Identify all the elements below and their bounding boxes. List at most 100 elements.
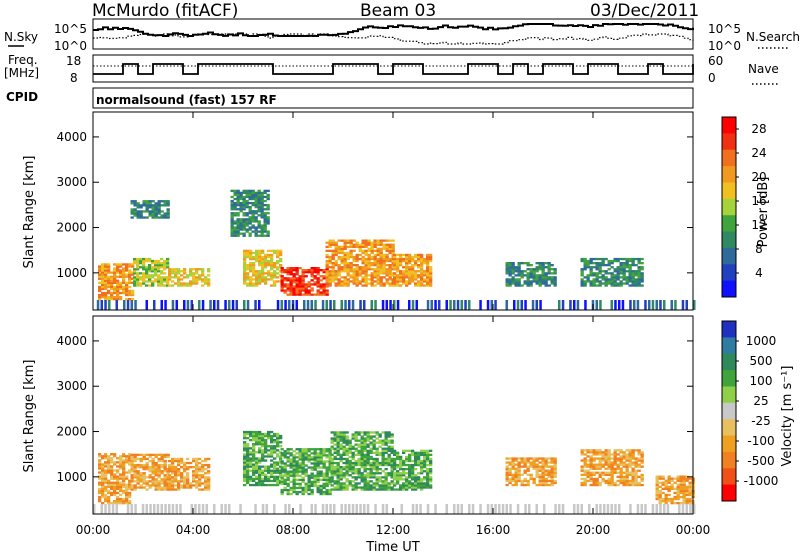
- velocity-cell: [396, 466, 400, 469]
- velocity-cell: [369, 484, 373, 487]
- power-cell: [295, 269, 299, 272]
- power-cell: [168, 276, 172, 279]
- power-cell: [148, 280, 152, 283]
- velocity-cell: [622, 481, 626, 485]
- power-cell: [334, 278, 338, 281]
- power-cell: [107, 269, 111, 272]
- power-cell: [195, 276, 199, 279]
- velocity-cell: [619, 473, 623, 476]
- velocity-cell: [98, 459, 102, 462]
- power-cell: [595, 264, 599, 267]
- velocity-cell: [535, 465, 539, 468]
- power-colorbar-segment: [722, 117, 736, 134]
- nsky-line: [93, 23, 694, 37]
- power-cell: [379, 284, 383, 287]
- power-cell: [553, 284, 557, 287]
- velocity-cell: [151, 482, 155, 485]
- velocity-cell: [616, 463, 620, 466]
- velocity-cell: [342, 476, 346, 479]
- power-cell: [251, 204, 255, 207]
- velocity-cell: [351, 468, 355, 471]
- power-cell: [246, 282, 250, 285]
- power-cell: [166, 204, 170, 207]
- power-cell: [283, 277, 287, 280]
- velocity-cell: [613, 469, 617, 472]
- velocity-cell: [348, 459, 352, 463]
- power-cell: [382, 282, 386, 285]
- velocity-cell: [381, 461, 385, 465]
- power-cell: [154, 266, 158, 269]
- power-cell: [289, 267, 293, 270]
- power-cell: [346, 241, 350, 244]
- velocity-cell: [360, 461, 364, 465]
- power-cell: [423, 257, 427, 261]
- power-colorbar-tick-label: 12: [751, 218, 766, 232]
- power-cell: [298, 281, 302, 284]
- power-cell: [236, 195, 240, 199]
- velocity-cell: [148, 486, 152, 489]
- velocity-cell: [505, 483, 509, 487]
- velocity-cell: [148, 484, 152, 487]
- power-cell: [254, 218, 258, 221]
- velocity-cell: [319, 488, 323, 492]
- power-cell: [131, 298, 135, 301]
- velocity-cell: [110, 473, 114, 476]
- velocity-cell: [667, 485, 671, 488]
- power-cell: [640, 262, 644, 265]
- power-cell: [604, 272, 608, 275]
- power-cell: [270, 255, 274, 259]
- power-cell: [382, 270, 386, 273]
- velocity-cell: [328, 464, 332, 467]
- velocity-cell: [375, 437, 379, 440]
- velocity-cell: [655, 493, 659, 497]
- power-cell: [376, 251, 380, 255]
- power-cell: [157, 268, 161, 271]
- power-cell: [264, 280, 268, 283]
- velocity-cell: [246, 481, 250, 485]
- velocity-cell: [667, 475, 671, 478]
- velocity-colorbar-segment: [722, 435, 736, 453]
- velocity-cell: [322, 474, 326, 477]
- velocity-cell: [160, 486, 164, 489]
- power-cell: [183, 268, 187, 271]
- power-cell: [242, 189, 246, 192]
- velocity-cell: [295, 466, 299, 469]
- velocity-cell: [267, 453, 271, 456]
- velocity-cell: [207, 476, 211, 479]
- velocity-cell: [673, 477, 677, 480]
- power-cell: [445, 300, 448, 310]
- velocity-cell: [342, 482, 346, 485]
- velocity-cell: [204, 480, 208, 483]
- velocity-cell: [122, 502, 126, 505]
- power-cell: [301, 281, 305, 284]
- velocity-cell: [133, 470, 137, 473]
- velocity-cell: [255, 461, 259, 464]
- power-cell: [411, 268, 415, 271]
- power-cell: [251, 230, 255, 233]
- power-cell: [280, 287, 284, 290]
- velocity-cell: [333, 466, 337, 469]
- power-cell: [164, 300, 167, 310]
- velocity-cell: [246, 445, 250, 448]
- power-cell: [174, 276, 178, 279]
- velocity-cell: [405, 478, 409, 481]
- velocity-cell: [508, 479, 512, 483]
- velocity-cell: [342, 431, 346, 434]
- power-cell: [283, 285, 287, 288]
- velocity-cell: [354, 447, 358, 450]
- velocity-cell: [390, 470, 394, 473]
- velocity-cell: [655, 479, 659, 482]
- power-cell: [236, 204, 240, 207]
- velocity-cell: [402, 449, 406, 452]
- power-cell: [248, 210, 252, 213]
- power-cell: [243, 255, 247, 259]
- power-cell: [388, 282, 392, 285]
- velocity-cell: [280, 452, 284, 455]
- power-cell: [301, 285, 305, 288]
- velocity-cell: [171, 504, 175, 514]
- velocity-cell: [664, 487, 668, 490]
- velocity-cell: [186, 472, 190, 475]
- velocity-cell: [160, 472, 164, 475]
- velocity-cell: [276, 477, 280, 481]
- power-cell: [376, 241, 380, 244]
